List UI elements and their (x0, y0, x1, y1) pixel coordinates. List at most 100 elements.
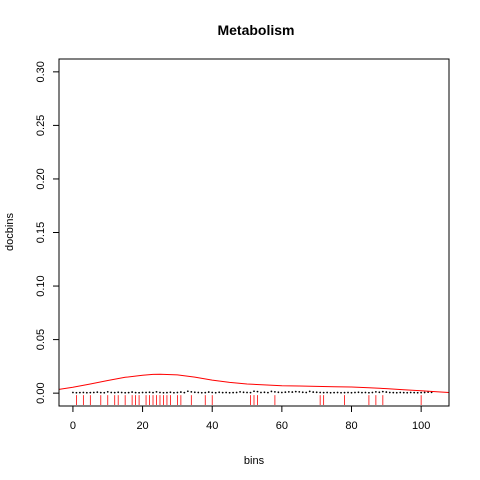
data-point-95 (402, 391, 405, 394)
y-tick-label-0: 0.00 (35, 382, 47, 403)
data-point-32 (183, 391, 186, 394)
data-point-77 (340, 391, 342, 394)
data-point-90 (385, 391, 388, 393)
data-point-31 (179, 391, 182, 393)
x-tick-label-3: 60 (276, 420, 288, 432)
y-axis: 0.00 0.05 0.10 0.15 0.20 0.25 0.30 (35, 61, 60, 404)
data-point-0 (72, 391, 74, 394)
data-point-81 (354, 391, 356, 394)
data-point-42 (218, 391, 221, 394)
data-point-25 (159, 391, 161, 394)
data-point-68 (308, 390, 311, 393)
data-point-11 (110, 391, 113, 394)
data-point-15 (124, 391, 127, 394)
data-point-27 (166, 391, 168, 394)
data-point-13 (117, 391, 120, 394)
data-point-74 (329, 391, 332, 394)
data-point-35 (193, 391, 196, 394)
y-tick-label-4: 0.20 (35, 168, 47, 189)
data-point-30 (176, 391, 179, 394)
data-point-9 (103, 391, 106, 394)
data-point-88 (378, 391, 381, 394)
data-point-49 (242, 391, 245, 394)
data-point-20 (141, 391, 144, 394)
data-point-2 (78, 391, 81, 394)
data-point-26 (162, 391, 165, 394)
data-point-6 (92, 391, 95, 394)
data-point-83 (361, 391, 363, 394)
data-point-79 (347, 391, 349, 394)
data-point-93 (395, 391, 398, 394)
data-point-80 (350, 391, 353, 394)
data-point-14 (120, 391, 123, 394)
data-point-89 (381, 390, 384, 393)
data-point-59 (277, 391, 280, 394)
data-point-52 (253, 390, 255, 393)
data-point-45 (228, 391, 231, 394)
density-curve (59, 373, 449, 393)
data-point-53 (256, 390, 259, 393)
data-point-84 (364, 391, 367, 394)
data-point-94 (399, 391, 402, 394)
data-point-100 (420, 391, 423, 394)
x-tick-label-1: 20 (136, 420, 148, 432)
data-point-51 (249, 391, 252, 394)
y-tick-label-1: 0.05 (35, 329, 47, 350)
data-point-82 (357, 391, 360, 394)
data-point-101 (423, 391, 426, 394)
data-point-1 (75, 391, 78, 394)
data-point-69 (312, 391, 315, 393)
data-point-8 (99, 391, 102, 394)
data-point-16 (127, 391, 130, 394)
data-point-18 (134, 391, 137, 394)
x-axis: 0 20 40 60 80 100 (70, 405, 430, 432)
data-point-10 (106, 390, 109, 393)
x-tick-label-5: 100 (412, 420, 430, 432)
data-point-78 (343, 391, 346, 394)
chart-title: Metabolism (217, 22, 294, 38)
data-point-4 (85, 391, 88, 394)
data-point-38 (204, 391, 207, 394)
data-point-86 (371, 391, 374, 394)
data-point-76 (336, 391, 339, 394)
data-point-57 (270, 390, 273, 393)
x-tick-label-2: 40 (206, 420, 218, 432)
x-tick-label-0: 0 (70, 420, 76, 432)
data-point-22 (148, 391, 151, 394)
data-point-12 (113, 391, 116, 394)
data-point-67 (305, 391, 308, 394)
data-point-5 (89, 391, 92, 394)
data-point-55 (263, 391, 266, 394)
data-point-17 (131, 391, 134, 393)
data-point-97 (409, 391, 412, 394)
data-point-46 (232, 391, 235, 394)
data-point-36 (197, 391, 200, 394)
data-point-58 (273, 390, 276, 393)
data-point-54 (260, 391, 262, 394)
data-point-33 (186, 390, 189, 393)
data-point-60 (280, 391, 283, 394)
data-point-3 (82, 391, 85, 394)
data-point-96 (406, 391, 409, 394)
data-point-56 (267, 391, 269, 394)
plot-content (59, 373, 449, 405)
y-tick-label-5: 0.25 (35, 115, 47, 136)
data-point-99 (416, 391, 419, 394)
data-point-66 (301, 391, 304, 394)
data-point-73 (326, 391, 329, 394)
data-point-61 (284, 391, 287, 394)
data-point-87 (374, 390, 377, 393)
data-point-44 (225, 391, 228, 394)
data-point-7 (96, 391, 99, 394)
data-point-41 (214, 391, 217, 394)
data-point-50 (246, 391, 248, 394)
data-point-23 (152, 391, 154, 394)
data-point-71 (319, 391, 322, 394)
data-point-85 (368, 391, 370, 394)
data-point-47 (235, 391, 238, 394)
data-point-34 (190, 390, 193, 393)
data-point-63 (291, 391, 294, 393)
data-point-37 (200, 391, 203, 394)
plot-area (59, 373, 449, 405)
